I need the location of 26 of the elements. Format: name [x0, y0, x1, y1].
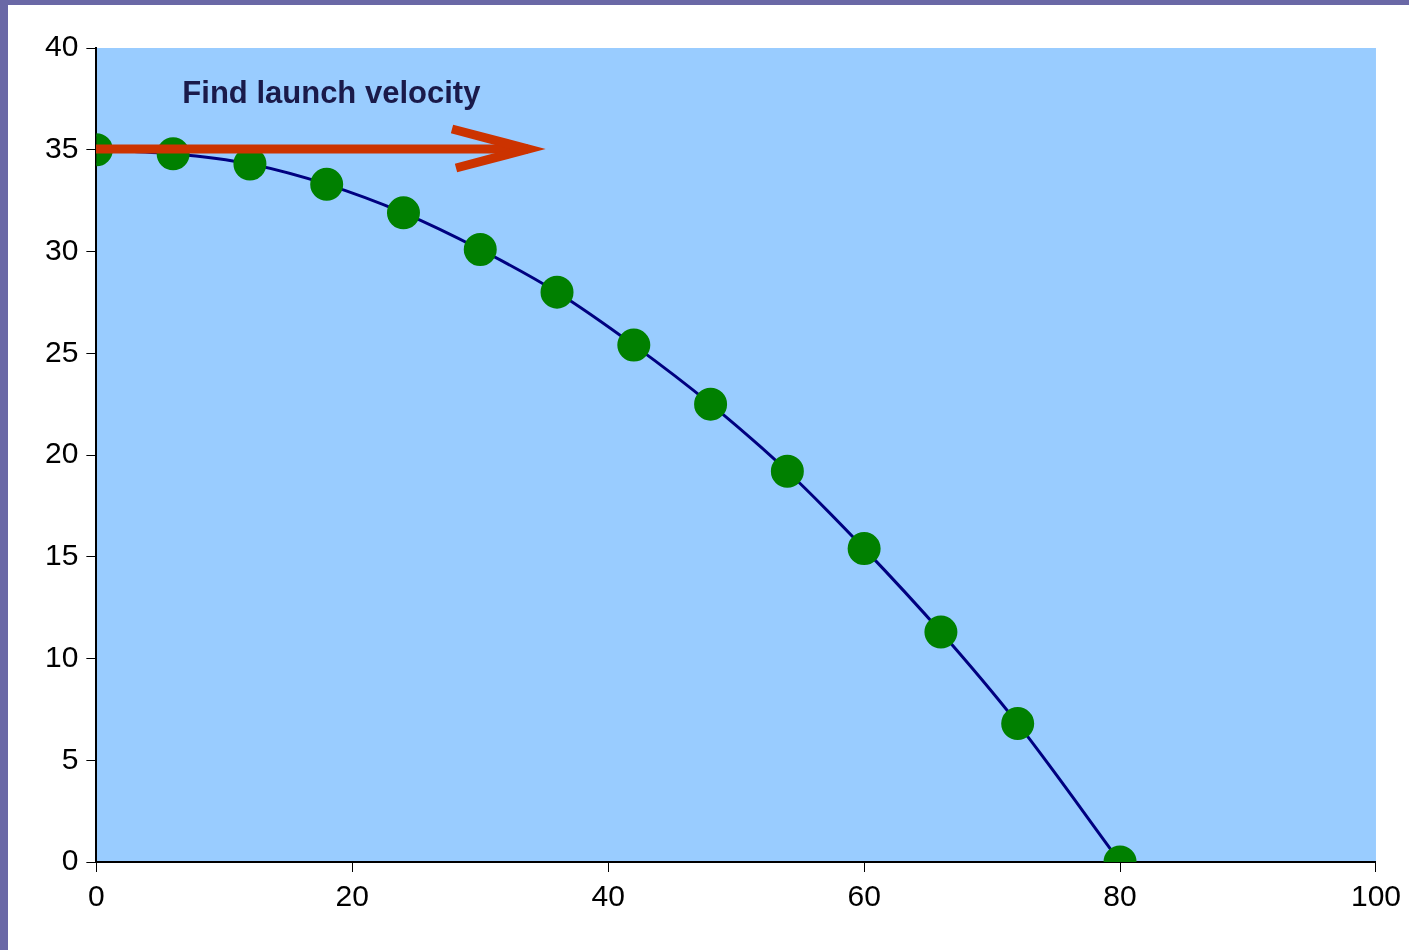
- point: [847, 532, 881, 566]
- y-tick-label: 35: [44, 131, 79, 165]
- y-tick-label: 15: [44, 538, 79, 572]
- point: [924, 615, 958, 649]
- point: [770, 454, 804, 488]
- x-tick-label: 80: [1103, 879, 1137, 913]
- x-tick-label: 60: [847, 879, 881, 913]
- x-tick-label: 20: [335, 879, 369, 913]
- point: [386, 196, 420, 230]
- x-tick-label: 40: [591, 879, 625, 913]
- annotation: Find launch velocity: [182, 74, 482, 110]
- y-tick-label: 20: [44, 436, 79, 470]
- point: [617, 328, 651, 362]
- point: [1001, 707, 1035, 741]
- y-tick-label: 5: [61, 741, 79, 775]
- x-tick-label: 100: [1350, 879, 1401, 913]
- y-tick-label: 25: [44, 334, 79, 368]
- point: [463, 232, 497, 266]
- point: [694, 387, 728, 421]
- y-tick-label: 10: [44, 639, 79, 673]
- y-tick-label: 40: [44, 29, 79, 63]
- y-tick-label: 0: [61, 843, 79, 877]
- point: [540, 275, 574, 309]
- y-tick-label: 30: [44, 232, 79, 266]
- x-tick-label: 0: [88, 879, 105, 913]
- point: [310, 167, 344, 201]
